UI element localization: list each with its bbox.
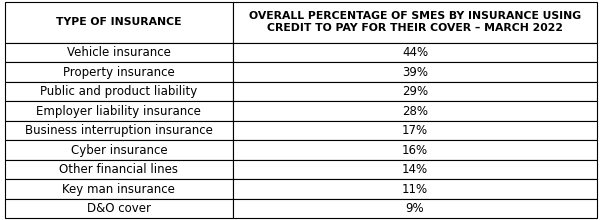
Text: Vehicle insurance: Vehicle insurance xyxy=(67,46,171,59)
Text: 17%: 17% xyxy=(402,124,428,137)
Text: 11%: 11% xyxy=(402,183,428,196)
Bar xyxy=(5,179,233,199)
Text: Key man insurance: Key man insurance xyxy=(63,183,175,196)
Bar xyxy=(233,2,597,43)
Bar xyxy=(5,121,233,140)
Bar xyxy=(233,160,597,179)
Text: Cyber insurance: Cyber insurance xyxy=(70,143,167,157)
Text: Property insurance: Property insurance xyxy=(63,66,175,79)
Bar xyxy=(5,62,233,82)
Bar xyxy=(5,101,233,121)
Bar xyxy=(233,179,597,199)
Text: TYPE OF INSURANCE: TYPE OF INSURANCE xyxy=(56,17,182,27)
Text: 14%: 14% xyxy=(402,163,428,176)
Text: Other financial lines: Other financial lines xyxy=(60,163,178,176)
Bar xyxy=(5,160,233,179)
Bar xyxy=(233,43,597,62)
Text: D&O cover: D&O cover xyxy=(87,202,151,215)
Text: 16%: 16% xyxy=(402,143,428,157)
Text: 28%: 28% xyxy=(402,104,428,117)
Text: 9%: 9% xyxy=(406,202,424,215)
Bar xyxy=(233,121,597,140)
Bar xyxy=(233,140,597,160)
Bar xyxy=(5,199,233,218)
Bar xyxy=(233,101,597,121)
Bar xyxy=(233,199,597,218)
Text: 44%: 44% xyxy=(402,46,428,59)
Text: 29%: 29% xyxy=(402,85,428,98)
Text: OVERALL PERCENTAGE OF SMES BY INSURANCE USING
CREDIT TO PAY FOR THEIR COVER – MA: OVERALL PERCENTAGE OF SMES BY INSURANCE … xyxy=(249,11,581,33)
Text: Business interruption insurance: Business interruption insurance xyxy=(25,124,213,137)
Text: 39%: 39% xyxy=(402,66,428,79)
Bar xyxy=(5,43,233,62)
Bar xyxy=(233,62,597,82)
Text: Employer liability insurance: Employer liability insurance xyxy=(36,104,201,117)
Bar xyxy=(233,82,597,101)
Text: Public and product liability: Public and product liability xyxy=(40,85,197,98)
Bar xyxy=(5,2,233,43)
Bar xyxy=(5,82,233,101)
Bar xyxy=(5,140,233,160)
